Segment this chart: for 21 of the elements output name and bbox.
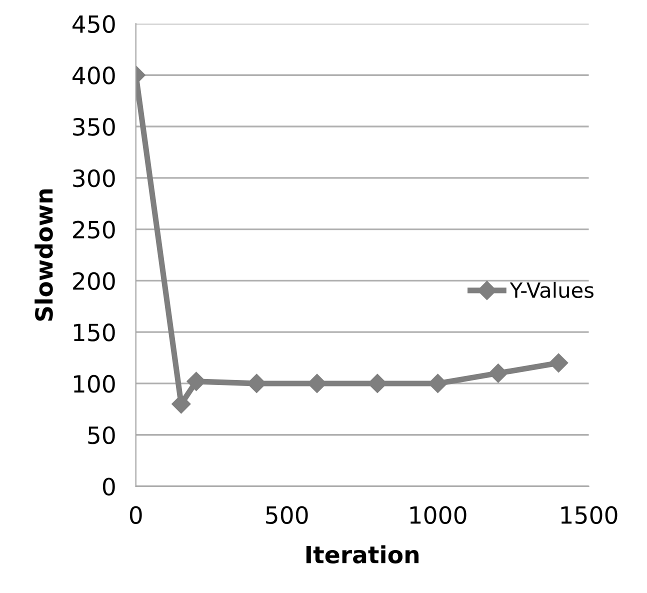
y-tick-label: 200 [73,272,115,290]
y-tick-label: 0 [102,478,115,496]
y-tick-label: 250 [73,220,115,239]
y-tick-label: 50 [88,426,115,444]
x-tick-label: 1000 [410,506,466,524]
y-tick-label: 400 [72,66,115,84]
y-tick-label: 100 [74,374,115,393]
point [186,372,206,391]
point [488,364,508,383]
y-tick-label: 450 [72,15,115,34]
x-tick-label: 1500 [561,506,618,524]
x-axis-title: Iteration [306,545,419,564]
legend-label: Y-Values [510,282,594,298]
x-tick-label: 0 [130,506,142,524]
x-tick-label: 500 [266,506,308,524]
y-tick-label: 150 [74,324,115,342]
y-axis-title: Slowdown [34,189,53,321]
y-tick-label: 350 [73,118,115,136]
point [549,353,568,372]
point [172,394,191,414]
y-tick-label: 300 [73,169,115,188]
